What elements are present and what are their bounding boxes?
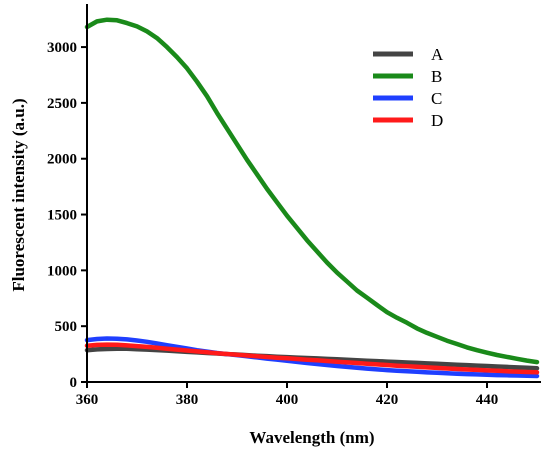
legend-label-D: D xyxy=(431,111,443,130)
legend-label-B: B xyxy=(431,67,442,86)
plot-lines xyxy=(84,17,540,379)
y-tick-label-1000: 1000 xyxy=(47,263,77,279)
series-line-B xyxy=(84,17,540,365)
axes: 360 380 400 420 440 0 500 1000 1500 2000 2500 3000 xyxy=(47,4,541,408)
y-tick-label-3000: 3000 xyxy=(47,40,77,56)
legend-label-C: C xyxy=(431,89,442,108)
x-axis-title: Wavelength (nm) xyxy=(249,428,374,447)
series-line-C xyxy=(84,336,540,379)
y-tick-label-2500: 2500 xyxy=(47,96,77,112)
x-tick-label-360: 360 xyxy=(76,392,99,408)
x-tick-label-400: 400 xyxy=(276,392,299,408)
y-tick-label-500: 500 xyxy=(55,319,78,335)
y-tick-label-2000: 2000 xyxy=(47,152,77,168)
y-tick-label-1500: 1500 xyxy=(47,208,77,224)
legend-label-A: A xyxy=(431,45,444,64)
series-line-D xyxy=(84,342,540,375)
x-tick-label-380: 380 xyxy=(176,392,199,408)
x-tick-label-420: 420 xyxy=(376,392,399,408)
y-tick-label-0: 0 xyxy=(70,375,78,391)
x-tick-label-440: 440 xyxy=(476,392,499,408)
y-axis-title: Fluorescent intensity (a.u.) xyxy=(9,98,28,291)
